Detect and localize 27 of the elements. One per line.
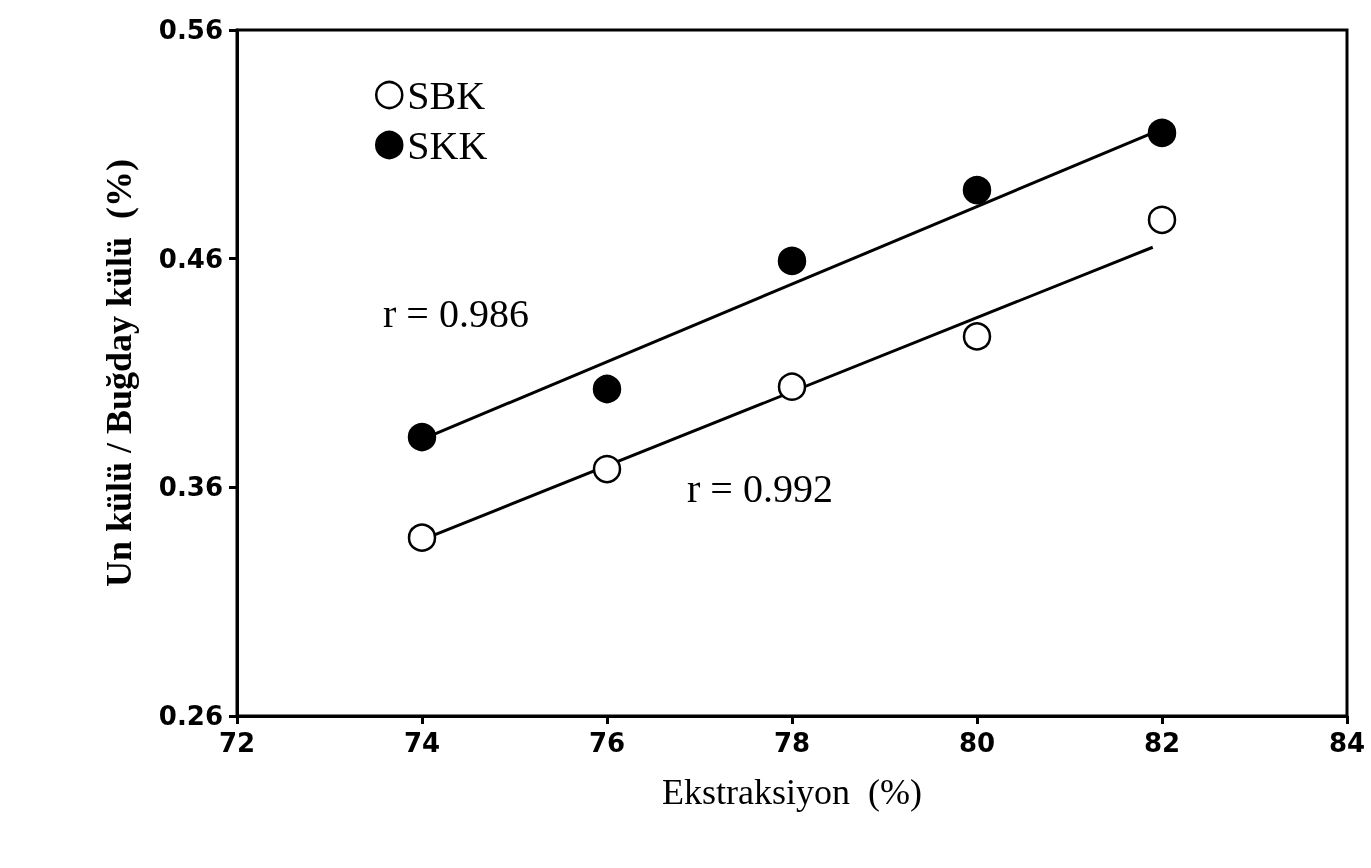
point (1147, 118, 1177, 148)
y-tick-label: 0.56 (158, 15, 223, 45)
y-axis-title: Un külü / Buğday külü (%) (99, 158, 139, 588)
y-tick-label: 0.46 (158, 243, 223, 274)
legend-label: SKK (407, 122, 488, 168)
annotation: r = 0.992 (687, 465, 833, 511)
legend-label: SBK (407, 72, 486, 118)
point (962, 175, 992, 205)
y-tick-label: 0.36 (158, 472, 223, 503)
point (962, 322, 992, 351)
x-tick-label: 72 (218, 728, 256, 758)
point (777, 246, 807, 276)
point (1147, 205, 1177, 235)
point (407, 422, 437, 452)
x-tick-label: 80 (958, 728, 996, 758)
point (592, 374, 622, 404)
annotation: r = 0.986 (383, 290, 529, 336)
y-tick-label: 0.26 (158, 701, 223, 731)
x-tick-label: 76 (588, 728, 626, 758)
x-axis-title: Ekstraksiyon (%) (662, 772, 922, 812)
point (407, 523, 437, 552)
point (592, 454, 622, 484)
point (777, 372, 807, 401)
x-tick-label: 82 (1143, 728, 1181, 758)
x-tick-label: 84 (1328, 728, 1366, 758)
x-tick-label: 78 (773, 728, 811, 758)
x-tick-label: 74 (403, 728, 441, 758)
